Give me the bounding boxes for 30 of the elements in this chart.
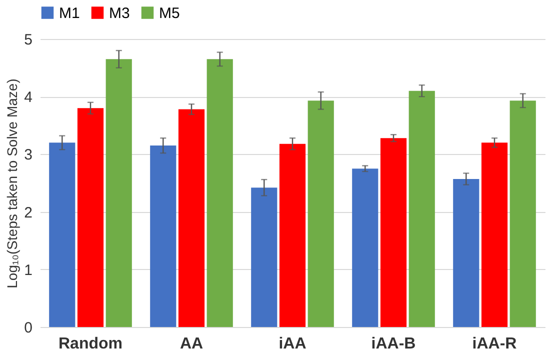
- bar: [178, 109, 205, 327]
- y-tick-label: 4: [24, 89, 32, 106]
- bar: [453, 178, 480, 327]
- bar: [206, 59, 233, 327]
- y-axis-title: Log₁₀(Steps taken to Solve Maze): [4, 78, 20, 288]
- bar: [279, 144, 306, 327]
- bar: [77, 108, 104, 327]
- y-tick-label: 3: [24, 146, 32, 164]
- x-tick-label: AA: [180, 336, 204, 352]
- y-tick-label: 2: [24, 204, 32, 222]
- bar: [510, 100, 536, 327]
- x-tick-label: iAA: [278, 336, 307, 352]
- bar: [150, 146, 176, 327]
- bar: [106, 59, 132, 327]
- bar: [251, 188, 278, 327]
- bar: [408, 90, 435, 327]
- bar: [380, 138, 407, 327]
- legend-label: M1: [59, 4, 80, 22]
- legend-label: M5: [159, 4, 180, 22]
- x-tick-label: Random: [58, 336, 122, 352]
- y-tick-label: 5: [24, 32, 32, 48]
- bar: [308, 100, 334, 327]
- bar: [481, 142, 508, 327]
- x-tick-label: iAA-B: [371, 336, 416, 352]
- y-tick-label: 0: [24, 320, 32, 336]
- bar: [352, 168, 378, 327]
- y-tick-label: 1: [24, 262, 32, 279]
- bar: [49, 142, 76, 327]
- x-tick-label: iAA-R: [472, 336, 518, 352]
- legend-label: M3: [109, 4, 130, 22]
